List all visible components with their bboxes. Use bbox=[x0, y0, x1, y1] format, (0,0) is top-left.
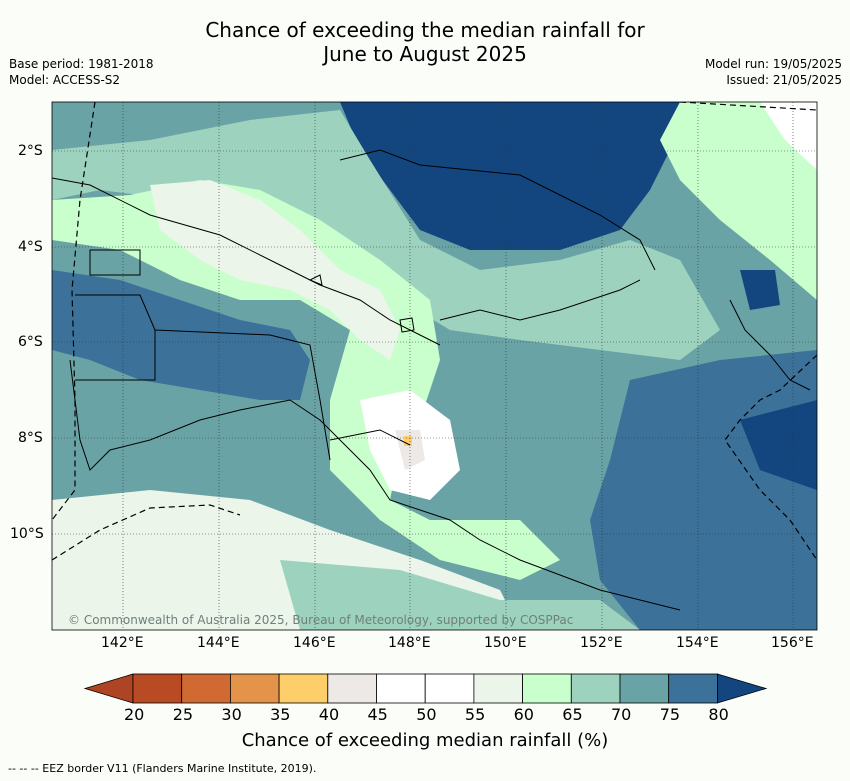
province-borders bbox=[75, 249, 411, 461]
colorbar-label: Chance of exceeding median rainfall (%) bbox=[241, 730, 609, 751]
lon-label: 150°E bbox=[484, 635, 527, 651]
title-line-2: June to August 2025 bbox=[323, 42, 527, 66]
base-period: Base period: 1981-2018 bbox=[9, 57, 154, 71]
colorbar-tick-label: 75 bbox=[659, 705, 681, 724]
region-50-northeast bbox=[760, 102, 817, 170]
lon-label: 142°E bbox=[101, 635, 144, 651]
region-70-north bbox=[52, 110, 720, 360]
colorbar-tick-label: 20 bbox=[124, 705, 145, 724]
colorbar-tick-label: 60 bbox=[513, 705, 534, 724]
lat-label: 10°S bbox=[10, 526, 44, 542]
map-title: Chance of exceeding the median rainfall … bbox=[0, 18, 850, 66]
colorbar-tick-label: 70 bbox=[611, 705, 632, 724]
graticule bbox=[52, 102, 817, 630]
lon-label: 152°E bbox=[580, 635, 623, 651]
lat-label: 8°S bbox=[18, 430, 43, 446]
region-70-south bbox=[280, 560, 640, 630]
region-65-northeast bbox=[660, 102, 817, 300]
coastlines bbox=[52, 149, 811, 611]
region-55-ridge bbox=[150, 180, 400, 360]
colorbar-tick-label: 80 bbox=[708, 705, 729, 724]
lat-label: 4°S bbox=[18, 239, 43, 255]
colorbar-tick-label: 50 bbox=[416, 705, 437, 724]
lat-label: 2°S bbox=[18, 143, 43, 159]
lon-label: 156°E bbox=[771, 635, 814, 651]
run-info: Model run: 19/05/2025 Issued: 21/05/2025 bbox=[705, 56, 842, 88]
lat-label: 6°S bbox=[18, 334, 43, 350]
eez-legend: -- -- -- EEZ border V11 (Flanders Marine… bbox=[8, 762, 317, 775]
contour-layer bbox=[52, 102, 817, 630]
issued-date: Issued: 21/05/2025 bbox=[726, 73, 842, 87]
colorbar-tick-label: 35 bbox=[270, 705, 291, 724]
colorbar-tick-label: 25 bbox=[172, 705, 194, 724]
region-75-west bbox=[52, 270, 310, 400]
model-name: Model: ACCESS-S2 bbox=[9, 73, 121, 87]
model-info: Base period: 1981-2018 Model: ACCESS-S2 bbox=[9, 56, 154, 88]
lon-label: 148°E bbox=[388, 635, 431, 651]
colorbar-tick-label: 40 bbox=[318, 705, 340, 724]
map-frame bbox=[51, 101, 818, 631]
lon-label: 144°E bbox=[197, 635, 240, 651]
region-80-east bbox=[740, 400, 817, 490]
colorbar-tick-label: 55 bbox=[464, 705, 486, 724]
colorbar-tick-label: 30 bbox=[221, 705, 242, 724]
title-line-1: Chance of exceeding the median rainfall … bbox=[205, 18, 645, 42]
region-80-patch bbox=[740, 270, 780, 310]
colorbar-tick-label: 65 bbox=[562, 705, 583, 724]
eez-borders bbox=[52, 102, 817, 561]
lon-label: 146°E bbox=[293, 635, 336, 651]
colorbar-tick-label: 45 bbox=[367, 705, 388, 724]
lon-label: 154°E bbox=[676, 635, 719, 651]
model-run: Model run: 19/05/2025 bbox=[704, 57, 842, 71]
copyright-credit: © Commonwealth of Australia 2025, Bureau… bbox=[68, 613, 574, 627]
